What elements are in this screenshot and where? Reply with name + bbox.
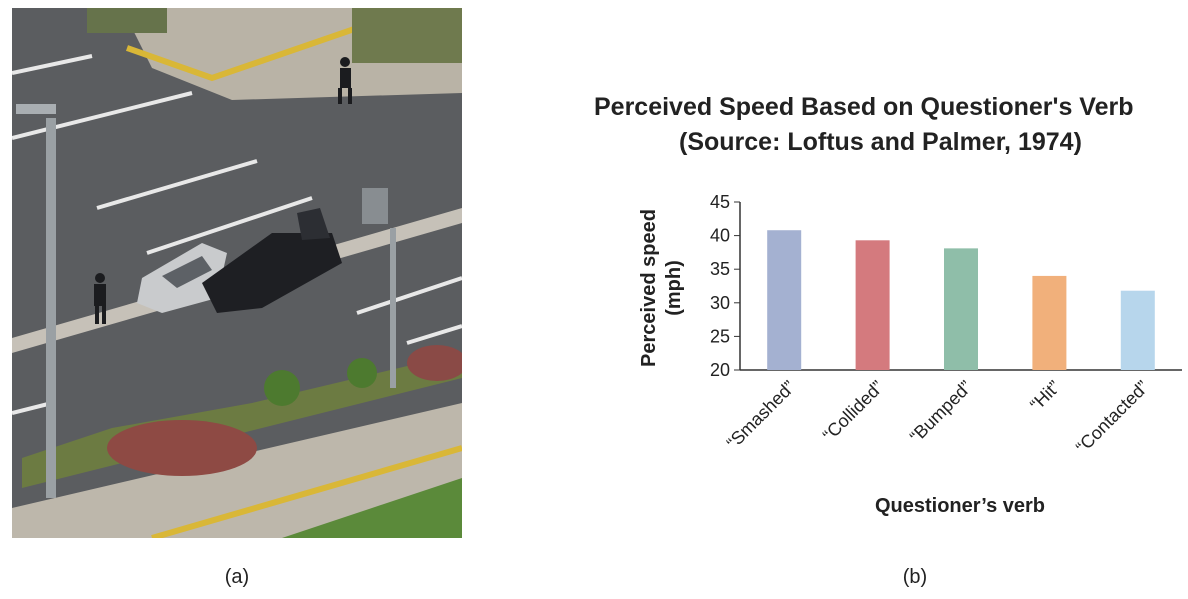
y-tick-label: 35 [710,259,730,279]
street-lamp-arm [16,104,56,114]
x-category-label: “Hit” [1026,377,1064,415]
y-tick-label: 25 [710,326,730,346]
chart-title: Perceived Speed Based on Questioner's Ve… [594,93,1134,121]
accident-photo [12,8,462,538]
chart-subtitle: (Source: Loftus and Palmer, 1974) [679,128,1082,156]
tree [264,370,300,406]
sidewalk-yellow-line [151,445,462,538]
silver-car [137,243,227,313]
caption-b: (b) [902,566,928,588]
caption-a: (a) [224,566,250,588]
street-lamp-pole [46,118,56,498]
tree-right [347,358,377,388]
y-axis-title-line2: (mph) [663,260,685,316]
sidewalk-bottom [12,403,462,538]
y-tick-label: 40 [710,226,730,246]
grass-bottom [282,478,462,538]
red-shrub-right [407,345,462,381]
bar [1032,275,1067,370]
person-top [338,57,352,104]
person-left [94,273,106,324]
x-category-label: “Contacted” [1072,377,1153,458]
y-axis-title: Perceived speed (mph) [638,209,685,367]
x-category-label: “Collided” [819,377,888,446]
y-tick-label: 45 [710,192,730,212]
bar [944,248,978,370]
y-axis-title-line1: Perceived speed [638,209,660,367]
bar-chart: Perceived Speed Based on Questioner's Ve… [594,93,1182,517]
y-tick-label: 20 [710,360,730,380]
bar [855,240,890,370]
bars [767,230,1155,370]
x-category-label: “Smashed” [723,377,799,453]
category-labels: “Smashed” “Collided” “Bumped” “Hit” “Contact… [723,377,1153,458]
sign-pole [390,228,396,388]
red-shrub [107,420,257,476]
bar [767,230,802,370]
curb-yellow-line [126,13,393,82]
y-tick-label: 30 [710,293,730,313]
black-car [202,208,342,313]
y-ticks: 20 25 30 35 40 45 [710,192,740,380]
x-axis-title: Questioner’s verb [875,495,1045,517]
sign-board [362,188,388,224]
bar [1120,290,1155,370]
planter-top-left [87,8,167,33]
x-category-label: “Bumped” [906,377,976,447]
planter-top [352,8,462,63]
lane-markings [12,54,462,415]
